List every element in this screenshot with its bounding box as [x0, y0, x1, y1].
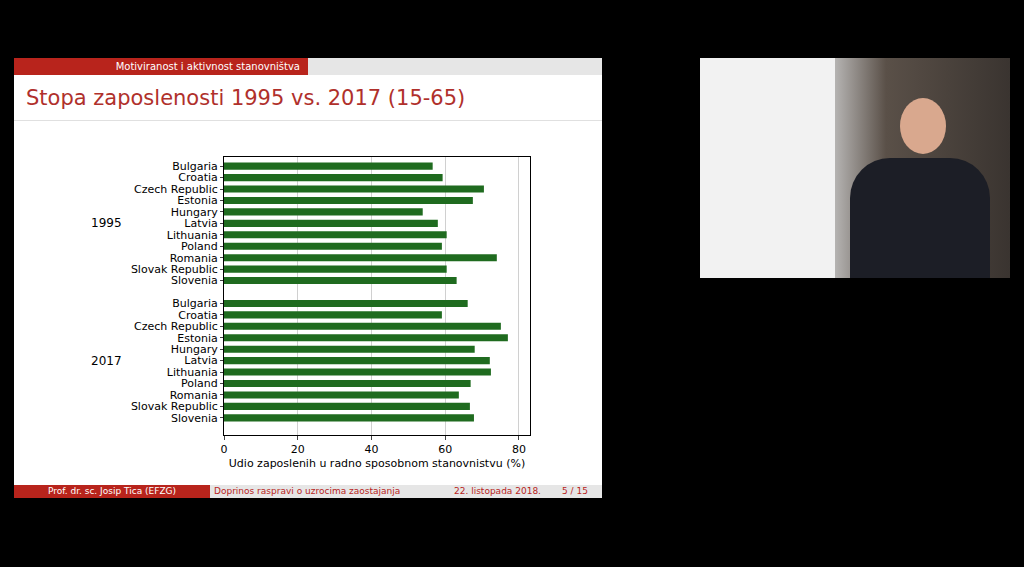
svg-text:Latvia: Latvia — [184, 217, 218, 230]
svg-text:Bulgaria: Bulgaria — [172, 160, 218, 173]
svg-text:Slovak Republic: Slovak Republic — [131, 263, 218, 276]
svg-text:0: 0 — [221, 443, 228, 456]
svg-text:1995: 1995 — [91, 216, 122, 230]
html-text:Doprinos raspravi o uzrocima z: Doprinos raspravi o uzrocima zaostajanja — [214, 486, 401, 496]
svg-text:Czech Republic: Czech Republic — [134, 183, 218, 196]
svg-text:Slovenia: Slovenia — [171, 412, 218, 425]
svg-text:40: 40 — [364, 443, 378, 456]
html-text:Prof. dr. sc. Josip Tica (EFZG: Prof. dr. sc. Josip Tica (EFZG) — [47, 486, 177, 496]
svg-text:Udio zaposlenih u radno sposob: Udio zaposlenih u radno sposobnom stanov… — [229, 457, 525, 470]
svg-text:60: 60 — [438, 443, 452, 456]
svg-text:Hungary: Hungary — [171, 343, 218, 356]
svg-text:Lithuania: Lithuania — [167, 366, 218, 379]
svg-text:20: 20 — [291, 443, 305, 456]
svg-text:Croatia: Croatia — [178, 171, 218, 184]
html-text:Stopa zaposlenosti 1995 vs. 20: Stopa zaposlenosti 1995 vs. 2017 (15-65) — [26, 86, 466, 110]
svg-text:Slovak Republic: Slovak Republic — [131, 400, 218, 413]
svg-text:2017: 2017 — [91, 354, 122, 368]
svg-text:Czech Republic: Czech Republic — [134, 320, 218, 333]
svg-text:Romania: Romania — [170, 389, 218, 402]
svg-text:80: 80 — [512, 443, 526, 456]
html-text:5 / 15: 5 / 15 — [562, 486, 588, 496]
svg-text:Poland: Poland — [181, 377, 218, 390]
svg-text:Hungary: Hungary — [171, 206, 218, 219]
svg-text:Estonia: Estonia — [177, 194, 218, 207]
svg-text:Poland: Poland — [181, 240, 218, 253]
svg-text:Slovenia: Slovenia — [171, 274, 218, 287]
svg-text:Romania: Romania — [170, 252, 218, 265]
svg-text:Bulgaria: Bulgaria — [172, 297, 218, 310]
svg-text:Estonia: Estonia — [177, 332, 218, 345]
html-text:Motiviranost i aktivnost stano: Motiviranost i aktivnost stanovništva — [115, 61, 300, 72]
svg-text:Croatia: Croatia — [178, 309, 218, 322]
svg-text:Lithuania: Lithuania — [167, 229, 218, 242]
svg-text:Latvia: Latvia — [184, 354, 218, 367]
html-text:22. listopada 2018.: 22. listopada 2018. — [454, 486, 541, 496]
